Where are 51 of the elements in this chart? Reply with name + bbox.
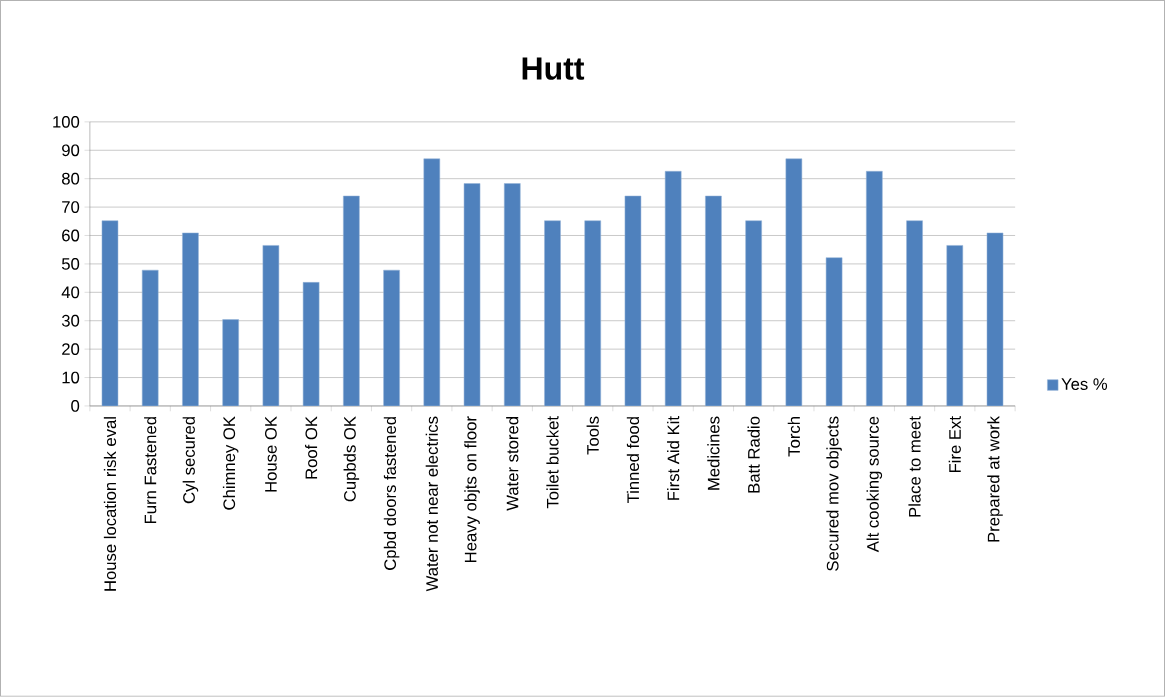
y-tick-label: 0 — [71, 400, 80, 412]
bar — [705, 195, 722, 407]
x-tick-label: First Aid Kit — [667, 416, 680, 500]
y-tick-label: 10 — [62, 371, 80, 384]
bar — [745, 220, 762, 407]
bar — [423, 158, 441, 407]
x-tick-label: Toilet bucket — [546, 416, 559, 509]
x-tick-label: Cpbd doors fastened — [383, 417, 400, 570]
x-tick-label: Batt Radio — [747, 416, 760, 493]
y-tick-label: 60 — [62, 229, 80, 242]
y-tick-label: 30 — [61, 314, 80, 327]
bar — [946, 245, 964, 407]
bar — [664, 171, 682, 407]
x-tick-label: Cupbds OK — [343, 416, 360, 502]
x-tick-label: Secured mov objects — [826, 416, 842, 571]
x-tick-label: Alt cooking source — [866, 416, 883, 553]
y-tick-label: 80 — [62, 172, 80, 185]
y-tick-label: 90 — [62, 144, 80, 157]
y-tick-label: 100 — [53, 116, 80, 128]
x-tick-label: Tools — [586, 416, 599, 455]
y-tick-label: 70 — [62, 201, 80, 214]
x-tick-label: Water stored — [506, 417, 519, 511]
bar — [383, 269, 400, 407]
legend-label: Yes % — [1061, 378, 1108, 391]
bar — [182, 232, 199, 407]
x-tick-label: House OK — [265, 416, 277, 492]
bar — [222, 319, 239, 407]
y-tick-label: 40 — [61, 286, 80, 299]
bar — [584, 220, 601, 407]
x-tick-label: Cyl secured — [182, 417, 199, 504]
x-tick-label: Furn Fastened — [144, 417, 157, 524]
x-tick-label: Place to meet — [908, 416, 921, 517]
x-tick-label: House location risk eval — [103, 417, 117, 591]
x-tick-label: Heavy objts on floor — [464, 416, 480, 563]
chart-title: Hutt — [522, 57, 585, 80]
bar — [141, 269, 159, 407]
bar — [866, 171, 883, 407]
x-tick-label: Water not near electrics — [425, 416, 438, 592]
x-tick-label: Roof OK — [305, 416, 318, 479]
x-tick-label: Medicines — [707, 416, 720, 490]
x-tick-label: Chimney OK — [222, 416, 239, 510]
bar — [343, 195, 360, 407]
bar — [544, 220, 561, 407]
y-tick-label: 50 — [61, 258, 80, 270]
x-tick-label: Fire Ext — [948, 416, 961, 473]
x-tick-label: Prepared at work — [987, 416, 1003, 542]
bar — [906, 220, 923, 407]
y-tick-label: 20 — [62, 343, 80, 356]
x-tick-label: Torch — [787, 417, 800, 457]
bar — [504, 183, 521, 407]
x-tick-label: Tinned food — [626, 417, 640, 504]
